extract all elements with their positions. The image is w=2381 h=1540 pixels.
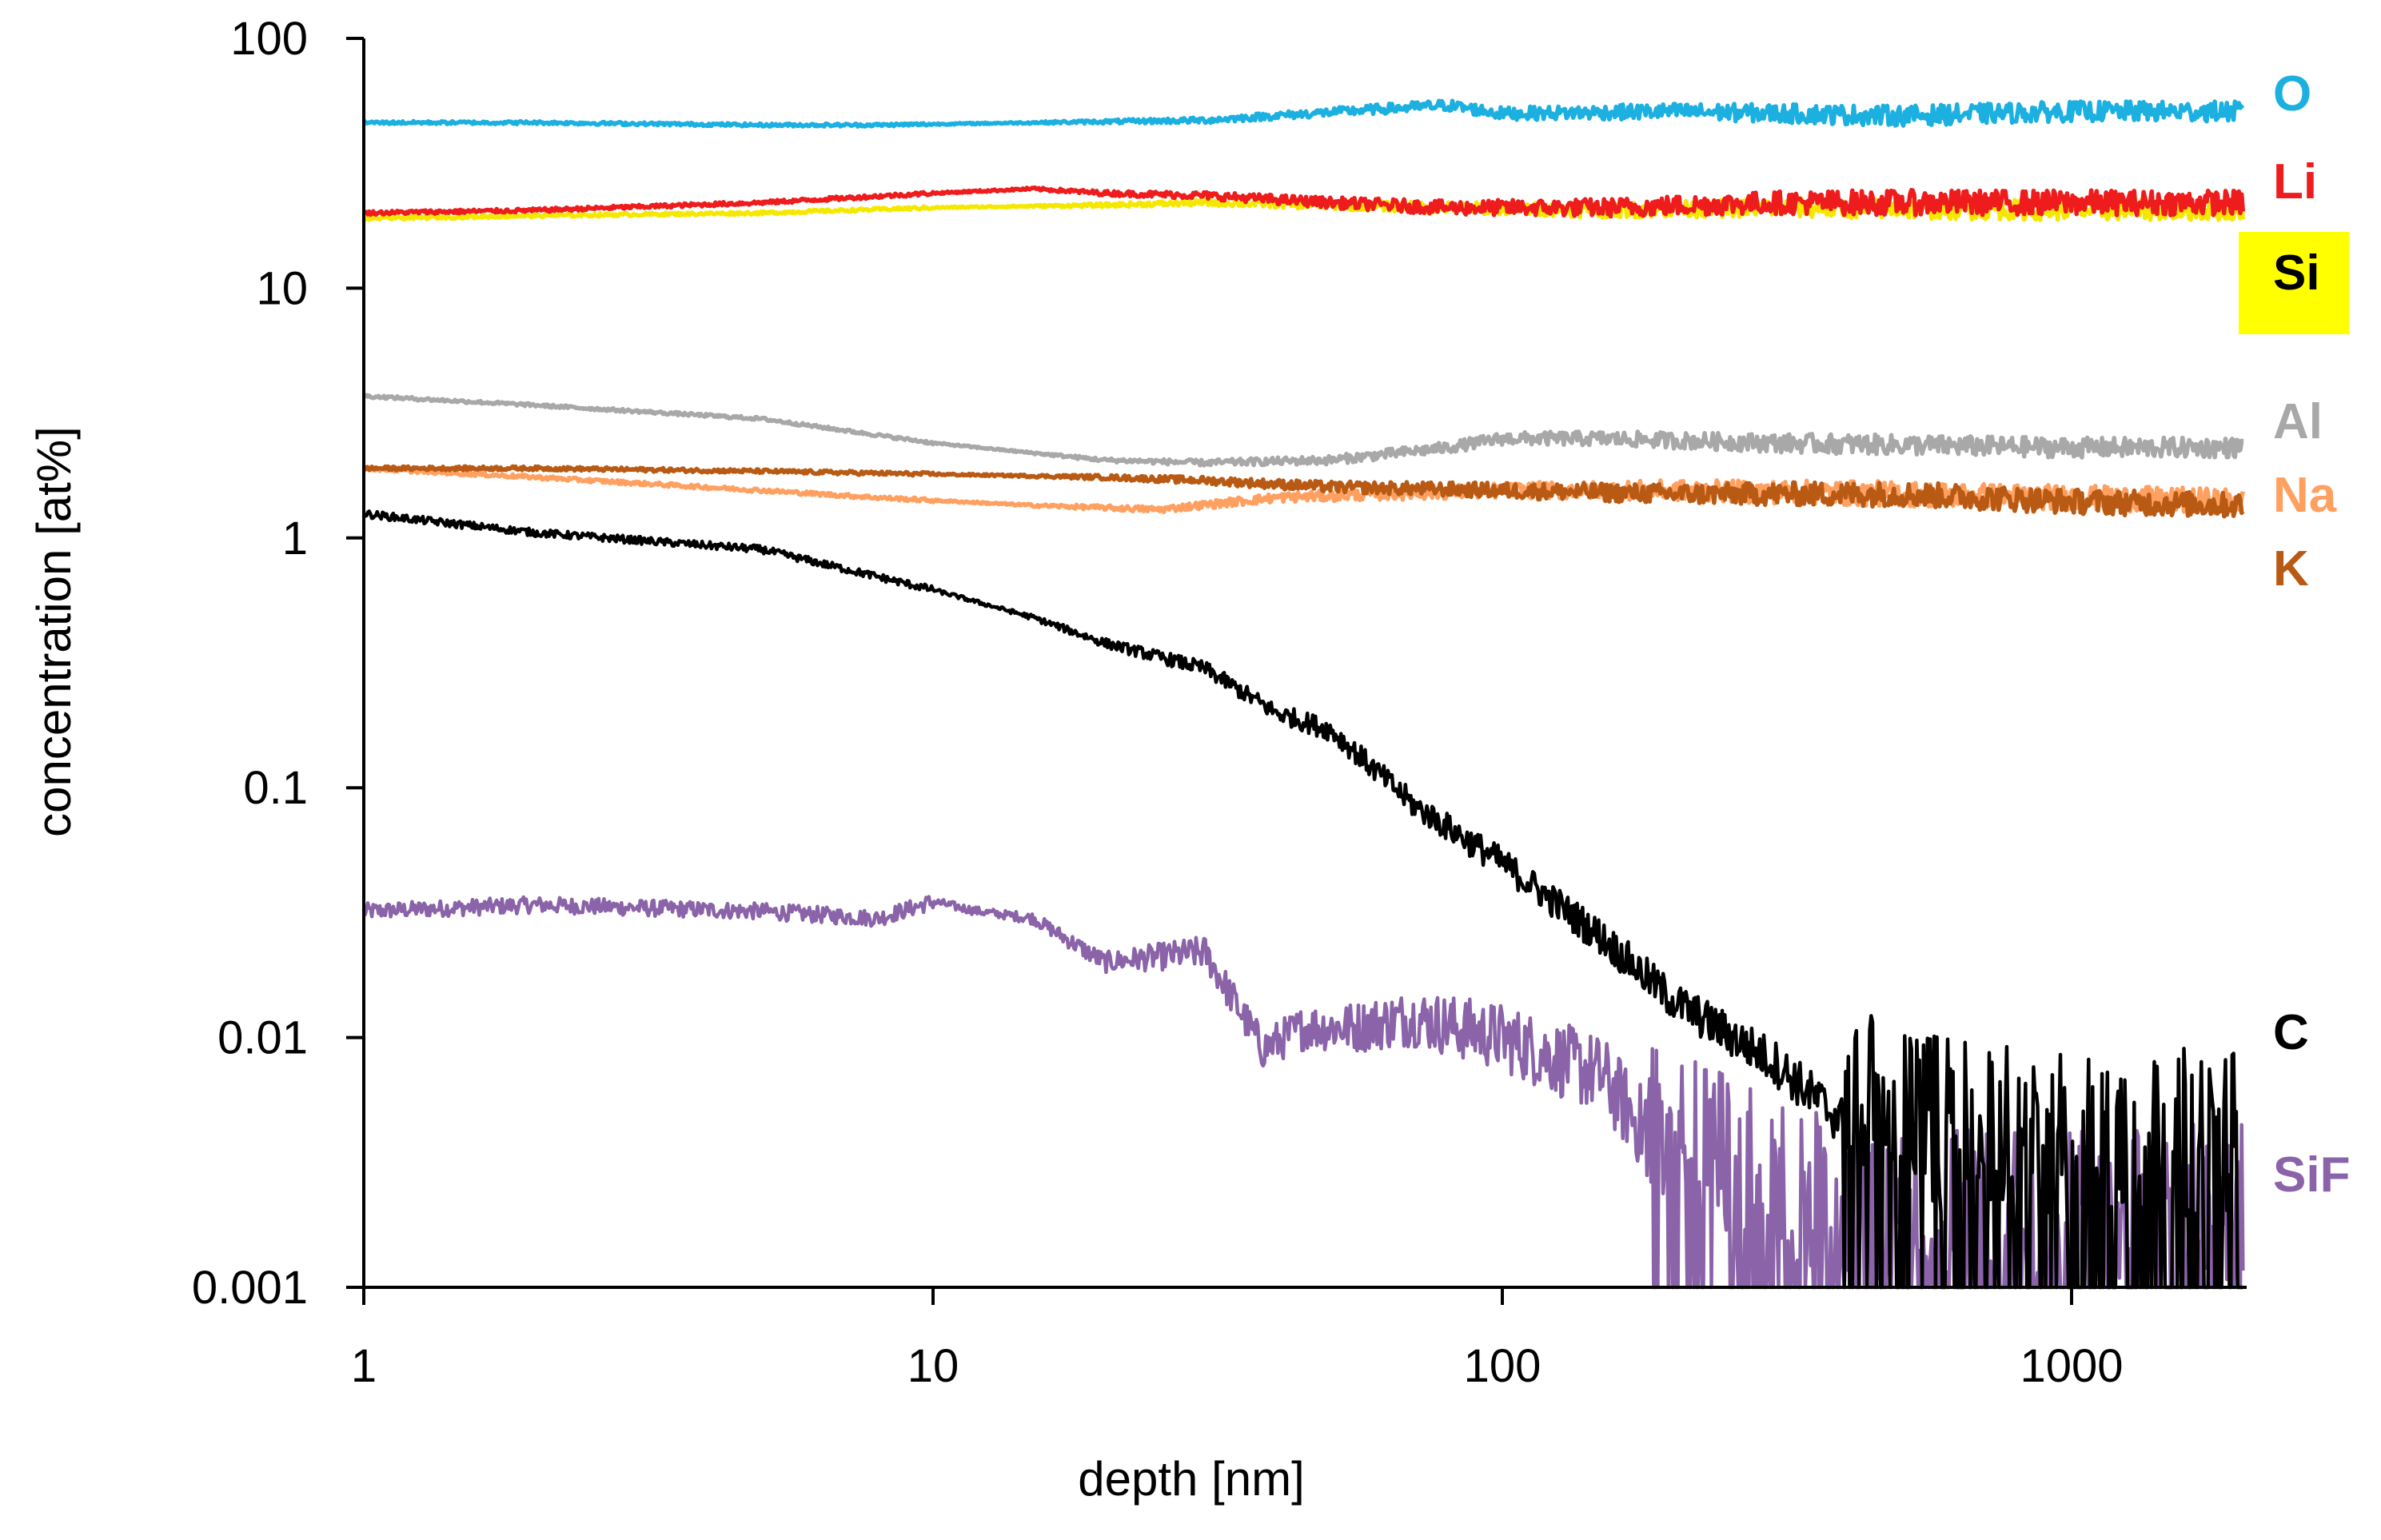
x-tick-label: 10 — [907, 1340, 959, 1392]
legend: O Li Si Al Na K C SiF — [2239, 66, 2350, 1203]
x-tick-label: 1 — [351, 1340, 377, 1392]
legend-label-c: C — [2273, 1005, 2309, 1060]
series-line-sif — [361, 895, 2245, 1290]
legend-label-sif: SiF — [2273, 1147, 2350, 1203]
series-line-li — [362, 185, 2246, 219]
y-tick-label: 0.001 — [192, 1262, 308, 1314]
series-layer — [361, 98, 2246, 1290]
y-tick-label: 0.01 — [217, 1012, 308, 1064]
x-tick-label: 1000 — [2020, 1340, 2123, 1392]
y-tick-label: 10 — [256, 262, 308, 314]
y-tick-label: 0.1 — [243, 762, 308, 814]
legend-label-si: Si — [2273, 245, 2320, 301]
y-axis-title: concentration [at%] — [27, 426, 81, 837]
x-axis-title: depth [nm] — [1078, 1452, 1305, 1506]
legend-label-li: Li — [2273, 154, 2317, 209]
legend-label-o: O — [2273, 66, 2311, 122]
series-line-al — [362, 393, 2244, 468]
series-line-o — [362, 98, 2245, 129]
legend-highlight-si — [2239, 232, 2349, 334]
x-tick-label: 100 — [1464, 1340, 1541, 1392]
y-axis-ticks: 0.001 0.01 0.1 1 10 100 — [192, 13, 364, 1314]
y-tick-label: 1 — [282, 513, 308, 565]
y-tick-label: 100 — [230, 13, 308, 65]
series-line-k — [361, 464, 2245, 519]
legend-label-na: Na — [2273, 468, 2337, 523]
legend-label-al: Al — [2273, 394, 2323, 449]
legend-label-k: K — [2273, 541, 2309, 596]
x-axis-ticks: 1 10 100 1000 — [351, 1287, 2124, 1392]
series-line-c — [363, 509, 2243, 1290]
